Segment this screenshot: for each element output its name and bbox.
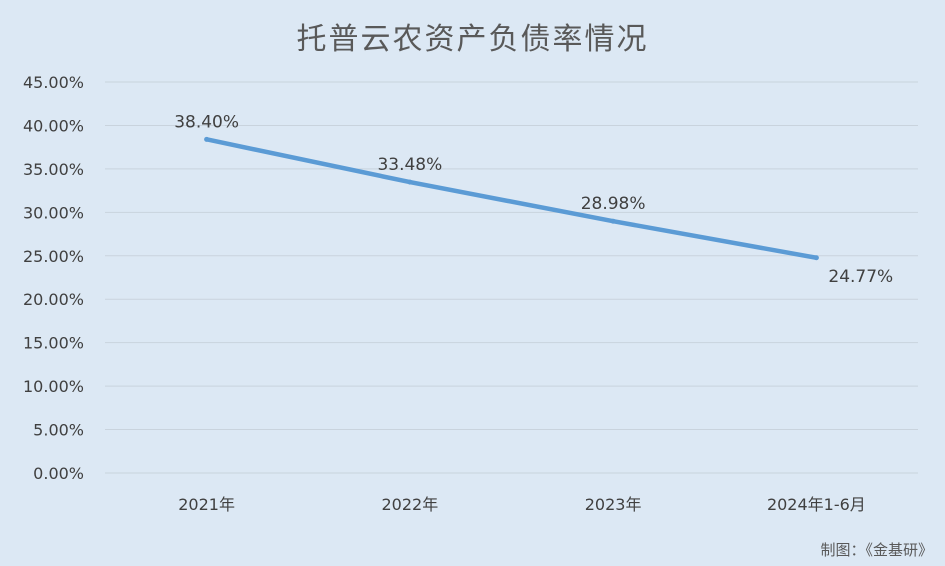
y-tick-label: 5.00% bbox=[33, 421, 84, 440]
data-label: 24.77% bbox=[828, 267, 893, 287]
data-point bbox=[204, 136, 210, 142]
y-tick-label: 40.00% bbox=[23, 116, 84, 135]
y-tick-label: 35.00% bbox=[23, 160, 84, 179]
data-point bbox=[407, 179, 413, 185]
y-tick-label: 30.00% bbox=[23, 203, 84, 222]
x-tick-label: 2021年 bbox=[178, 495, 235, 514]
x-tick-label: 2024年1-6月 bbox=[767, 495, 866, 514]
y-tick-label: 15.00% bbox=[23, 334, 84, 353]
data-label: 33.48% bbox=[377, 155, 442, 175]
chart-title: 托普云农资产负债率情况 bbox=[296, 22, 649, 57]
y-tick-label: 25.00% bbox=[23, 247, 84, 266]
x-tick-label: 2023年 bbox=[585, 495, 642, 514]
data-label: 28.98% bbox=[581, 194, 646, 214]
y-tick-label: 0.00% bbox=[33, 464, 84, 483]
data-point bbox=[610, 218, 616, 224]
data-label: 38.40% bbox=[174, 112, 239, 132]
chart-credit: 制图：《金基研》 bbox=[820, 541, 933, 559]
series-line bbox=[204, 137, 819, 261]
x-tick-label: 2022年 bbox=[382, 495, 439, 514]
y-tick-label: 10.00% bbox=[23, 377, 84, 396]
y-tick-label: 20.00% bbox=[23, 290, 84, 309]
data-point bbox=[813, 255, 819, 261]
y-tick-label: 45.00% bbox=[23, 73, 84, 92]
